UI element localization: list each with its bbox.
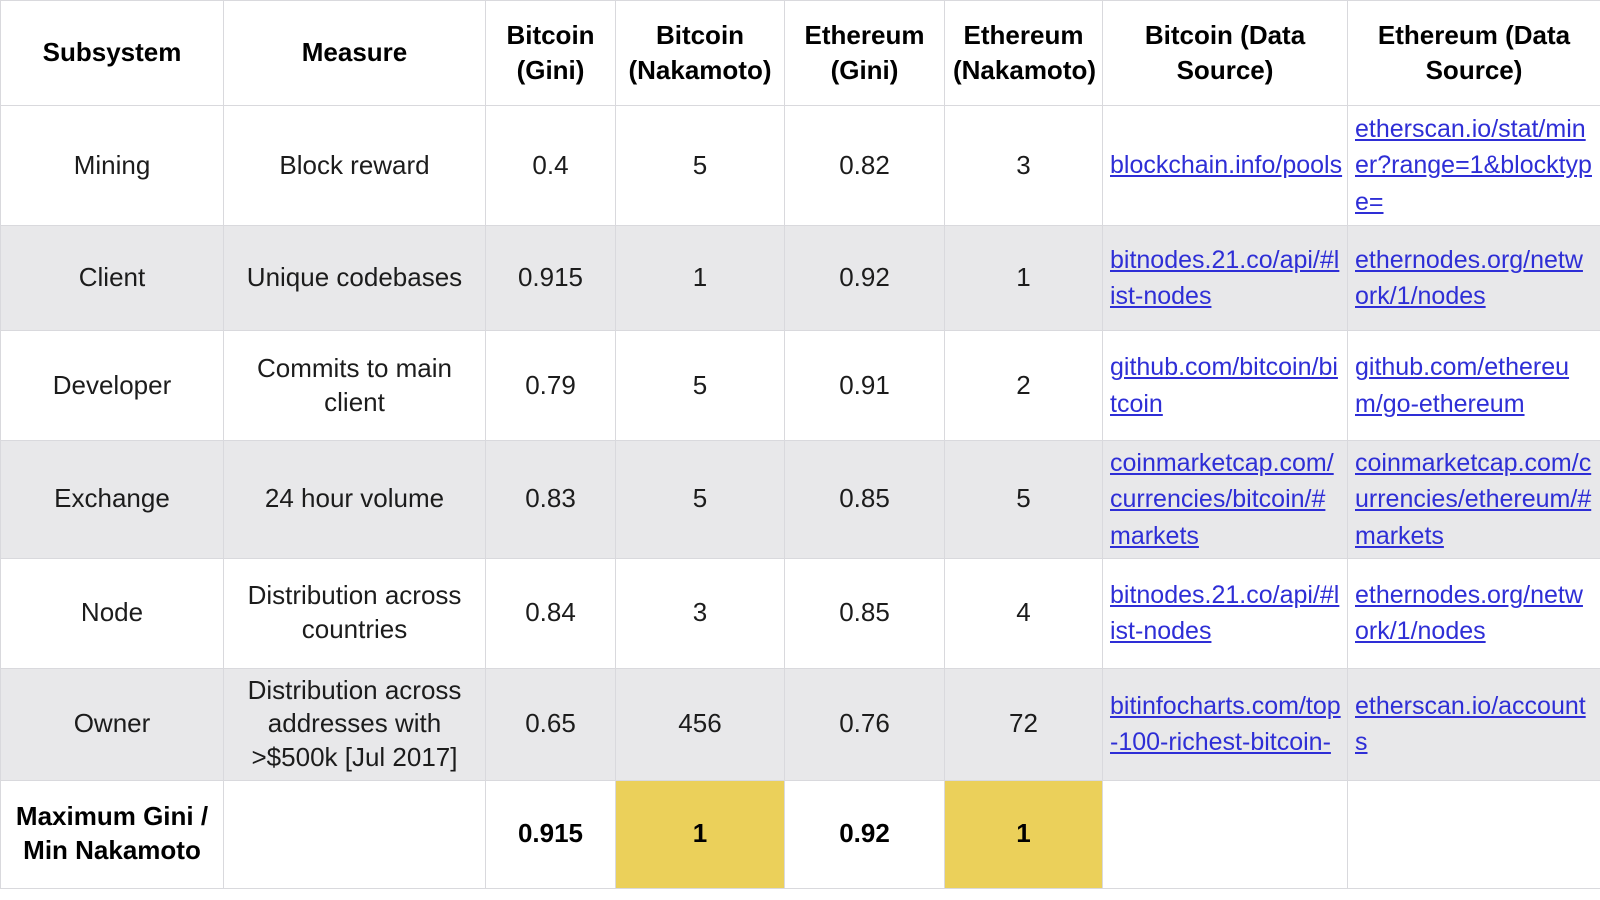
cell-ethereum-gini: 0.82 <box>784 105 945 226</box>
bitcoin-source-link[interactable]: bitnodes.21.co/api/#list-nodes <box>1110 245 1340 310</box>
cell-measure: Commits to main client <box>223 330 486 441</box>
cell-bitcoin-gini: 0.84 <box>485 557 616 669</box>
cell-bitcoin-gini: 0.4 <box>485 105 616 226</box>
cell-subsystem: Owner <box>0 667 224 781</box>
ethereum-source-link[interactable]: etherscan.io/accounts <box>1355 692 1586 757</box>
cell-empty <box>1347 779 1600 889</box>
table-row-exchange: Exchange 24 hour volume 0.83 5 0.85 5 co… <box>0 440 1600 559</box>
col-header-ethereum-gini: Ethereum (Gini) <box>784 0 945 106</box>
cell-ethereum-source: etherscan.io/accounts <box>1347 667 1600 781</box>
bitcoin-source-link[interactable]: bitinfocharts.com/top-100-richest-bitcoi… <box>1110 692 1341 757</box>
cell-measure: Unique codebases <box>223 225 486 331</box>
cell-ethereum-gini: 0.85 <box>784 440 945 559</box>
cell-subsystem: Exchange <box>0 440 224 559</box>
cell-ethereum-nakamoto: 3 <box>944 105 1103 226</box>
cell-bitcoin-nakamoto: 3 <box>615 557 785 669</box>
cell-ethereum-nakamoto: 1 <box>944 225 1103 331</box>
cell-bitcoin-source: bitnodes.21.co/api/#list-nodes <box>1102 225 1348 331</box>
summary-ethereum-gini: 0.92 <box>784 779 945 889</box>
cell-bitcoin-nakamoto: 5 <box>615 330 785 441</box>
col-header-bitcoin-gini: Bitcoin (Gini) <box>485 0 616 106</box>
cell-ethereum-gini: 0.91 <box>784 330 945 441</box>
col-header-ethereum-nakamoto: Ethereum (Nakamoto) <box>944 0 1103 106</box>
cell-ethereum-nakamoto: 2 <box>944 330 1103 441</box>
summary-bitcoin-nakamoto-highlight: 1 <box>615 779 785 889</box>
cell-ethereum-nakamoto: 72 <box>944 667 1103 781</box>
cell-ethereum-source: etherscan.io/stat/miner?range=1&blocktyp… <box>1347 105 1600 226</box>
ethereum-source-link[interactable]: ethernodes.org/network/1/nodes <box>1355 581 1583 646</box>
cell-ethereum-nakamoto: 5 <box>944 440 1103 559</box>
summary-label: Maximum Gini / Min Nakamoto <box>0 779 224 889</box>
cell-ethereum-gini: 0.92 <box>784 225 945 331</box>
table-row-node: Node Distribution across countries 0.84 … <box>0 557 1600 669</box>
cell-measure: Distribution across countries <box>223 557 486 669</box>
cell-bitcoin-gini: 0.79 <box>485 330 616 441</box>
table-row-mining: Mining Block reward 0.4 5 0.82 3 blockch… <box>0 105 1600 226</box>
cell-bitcoin-gini: 0.915 <box>485 225 616 331</box>
cell-bitcoin-nakamoto: 5 <box>615 105 785 226</box>
summary-ethereum-nakamoto-highlight: 1 <box>944 779 1103 889</box>
cell-bitcoin-source: blockchain.info/pools <box>1102 105 1348 226</box>
cell-ethereum-source: ethernodes.org/network/1/nodes <box>1347 557 1600 669</box>
ethereum-source-link[interactable]: github.com/ethereum/go-ethereum <box>1355 353 1570 418</box>
table-row-owner: Owner Distribution across addresses with… <box>0 667 1600 781</box>
ethereum-source-link[interactable]: ethernodes.org/network/1/nodes <box>1355 245 1583 310</box>
cell-subsystem: Developer <box>0 330 224 441</box>
cell-measure: 24 hour volume <box>223 440 486 559</box>
cell-bitcoin-nakamoto: 1 <box>615 225 785 331</box>
cell-ethereum-nakamoto: 4 <box>944 557 1103 669</box>
col-header-subsystem: Subsystem <box>0 0 224 106</box>
cell-measure: Distribution across addresses with >$500… <box>223 667 486 781</box>
cell-ethereum-gini: 0.76 <box>784 667 945 781</box>
col-header-measure: Measure <box>223 0 486 106</box>
bitcoin-source-link[interactable]: bitnodes.21.co/api/#list-nodes <box>1110 581 1340 646</box>
summary-row: Maximum Gini / Min Nakamoto 0.915 1 0.92… <box>0 779 1600 889</box>
ethereum-source-link[interactable]: etherscan.io/stat/miner?range=1&blocktyp… <box>1355 115 1592 216</box>
cell-ethereum-source: github.com/ethereum/go-ethereum <box>1347 330 1600 441</box>
cell-subsystem: Node <box>0 557 224 669</box>
bitcoin-source-link[interactable]: coinmarketcap.com/currencies/bitcoin/#ma… <box>1110 449 1334 550</box>
summary-bitcoin-gini: 0.915 <box>485 779 616 889</box>
table-row-client: Client Unique codebases 0.915 1 0.92 1 b… <box>0 225 1600 331</box>
cell-ethereum-source: ethernodes.org/network/1/nodes <box>1347 225 1600 331</box>
cell-empty <box>223 779 486 889</box>
cell-subsystem: Mining <box>0 105 224 226</box>
bitcoin-source-link[interactable]: github.com/bitcoin/bitcoin <box>1110 353 1338 418</box>
cell-ethereum-gini: 0.85 <box>784 557 945 669</box>
cell-bitcoin-source: coinmarketcap.com/currencies/bitcoin/#ma… <box>1102 440 1348 559</box>
cell-bitcoin-gini: 0.65 <box>485 667 616 781</box>
cell-bitcoin-source: bitnodes.21.co/api/#list-nodes <box>1102 557 1348 669</box>
col-header-ethereum-data-source: Ethereum (Data Source) <box>1347 0 1600 106</box>
cell-empty <box>1102 779 1348 889</box>
cell-subsystem: Client <box>0 225 224 331</box>
cell-bitcoin-gini: 0.83 <box>485 440 616 559</box>
cell-measure: Block reward <box>223 105 486 226</box>
cell-ethereum-source: coinmarketcap.com/currencies/ethereum/#m… <box>1347 440 1600 559</box>
cell-bitcoin-source: github.com/bitcoin/bitcoin <box>1102 330 1348 441</box>
cell-bitcoin-nakamoto: 456 <box>615 667 785 781</box>
ethereum-source-link[interactable]: coinmarketcap.com/currencies/ethereum/#m… <box>1355 449 1592 550</box>
bitcoin-source-link[interactable]: blockchain.info/pools <box>1110 151 1343 180</box>
col-header-bitcoin-nakamoto: Bitcoin (Nakamoto) <box>615 0 785 106</box>
header-row: Subsystem Measure Bitcoin (Gini) Bitcoin… <box>0 0 1600 106</box>
cell-bitcoin-nakamoto: 5 <box>615 440 785 559</box>
col-header-bitcoin-data-source: Bitcoin (Data Source) <box>1102 0 1348 106</box>
cell-bitcoin-source: bitinfocharts.com/top-100-richest-bitcoi… <box>1102 667 1348 781</box>
table-row-developer: Developer Commits to main client 0.79 5 … <box>0 330 1600 441</box>
